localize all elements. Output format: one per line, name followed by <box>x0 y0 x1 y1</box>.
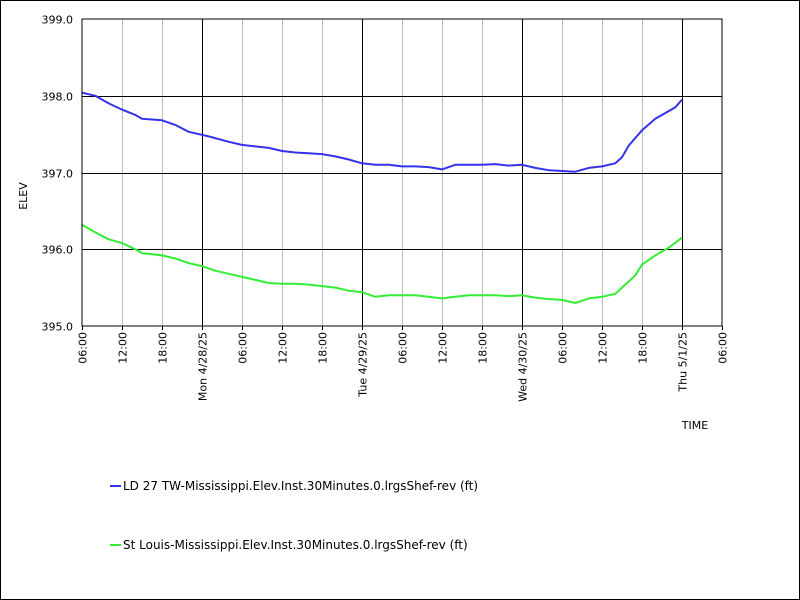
x-tick-label: 12:00 <box>117 332 130 364</box>
y-tick-label: 395.0 <box>42 321 74 334</box>
x-tick-label: 06:00 <box>717 332 730 364</box>
x-tick-label: Thu 5/1/25 <box>677 332 690 393</box>
x-tick-label: 12:00 <box>597 332 610 364</box>
x-tick-label: Mon 4/28/25 <box>197 332 210 401</box>
x-tick-label: 18:00 <box>637 332 650 364</box>
x-tick-label: 06:00 <box>397 332 410 364</box>
x-tick-label: 12:00 <box>437 332 450 364</box>
y-axis-label: ELEV <box>17 182 30 210</box>
x-tick-label: 18:00 <box>157 332 170 364</box>
tick-labels: 06:00 12:00 18:00 Mon 4/28/25 06:00 12:00 18:0… <box>42 14 730 402</box>
x-axis-label: TIME <box>681 419 708 432</box>
x-tick-label: 06:00 <box>237 332 250 364</box>
y-tick-label: 398.0 <box>42 91 74 104</box>
x-tick-label: 06:00 <box>557 332 570 364</box>
x-tick-label: Wed 4/30/25 <box>517 332 530 402</box>
series-line-2 <box>81 223 683 304</box>
x-tick-label: 18:00 <box>317 332 330 364</box>
x-tick-label: Tue 4/29/25 <box>357 332 370 398</box>
x-tick-label: 18:00 <box>477 332 490 364</box>
y-tick-label: 399.0 <box>42 14 74 27</box>
grid-lines <box>82 19 722 326</box>
series-lines <box>81 91 683 304</box>
series-line-1 <box>81 91 683 173</box>
legend-label-1: LD 27 TW-Mississippi.Elev.Inst.30Minutes… <box>123 479 478 493</box>
legend: LD 27 TW-Mississippi.Elev.Inst.30Minutes… <box>110 479 478 552</box>
legend-label-2: St Louis-Mississippi.Elev.Inst.30Minutes… <box>123 538 468 552</box>
x-tick-label: 12:00 <box>277 332 290 364</box>
x-tick-label: 06:00 <box>77 332 90 364</box>
y-tick-label: 397.0 <box>42 168 74 181</box>
y-tick-label: 396.0 <box>42 244 74 257</box>
